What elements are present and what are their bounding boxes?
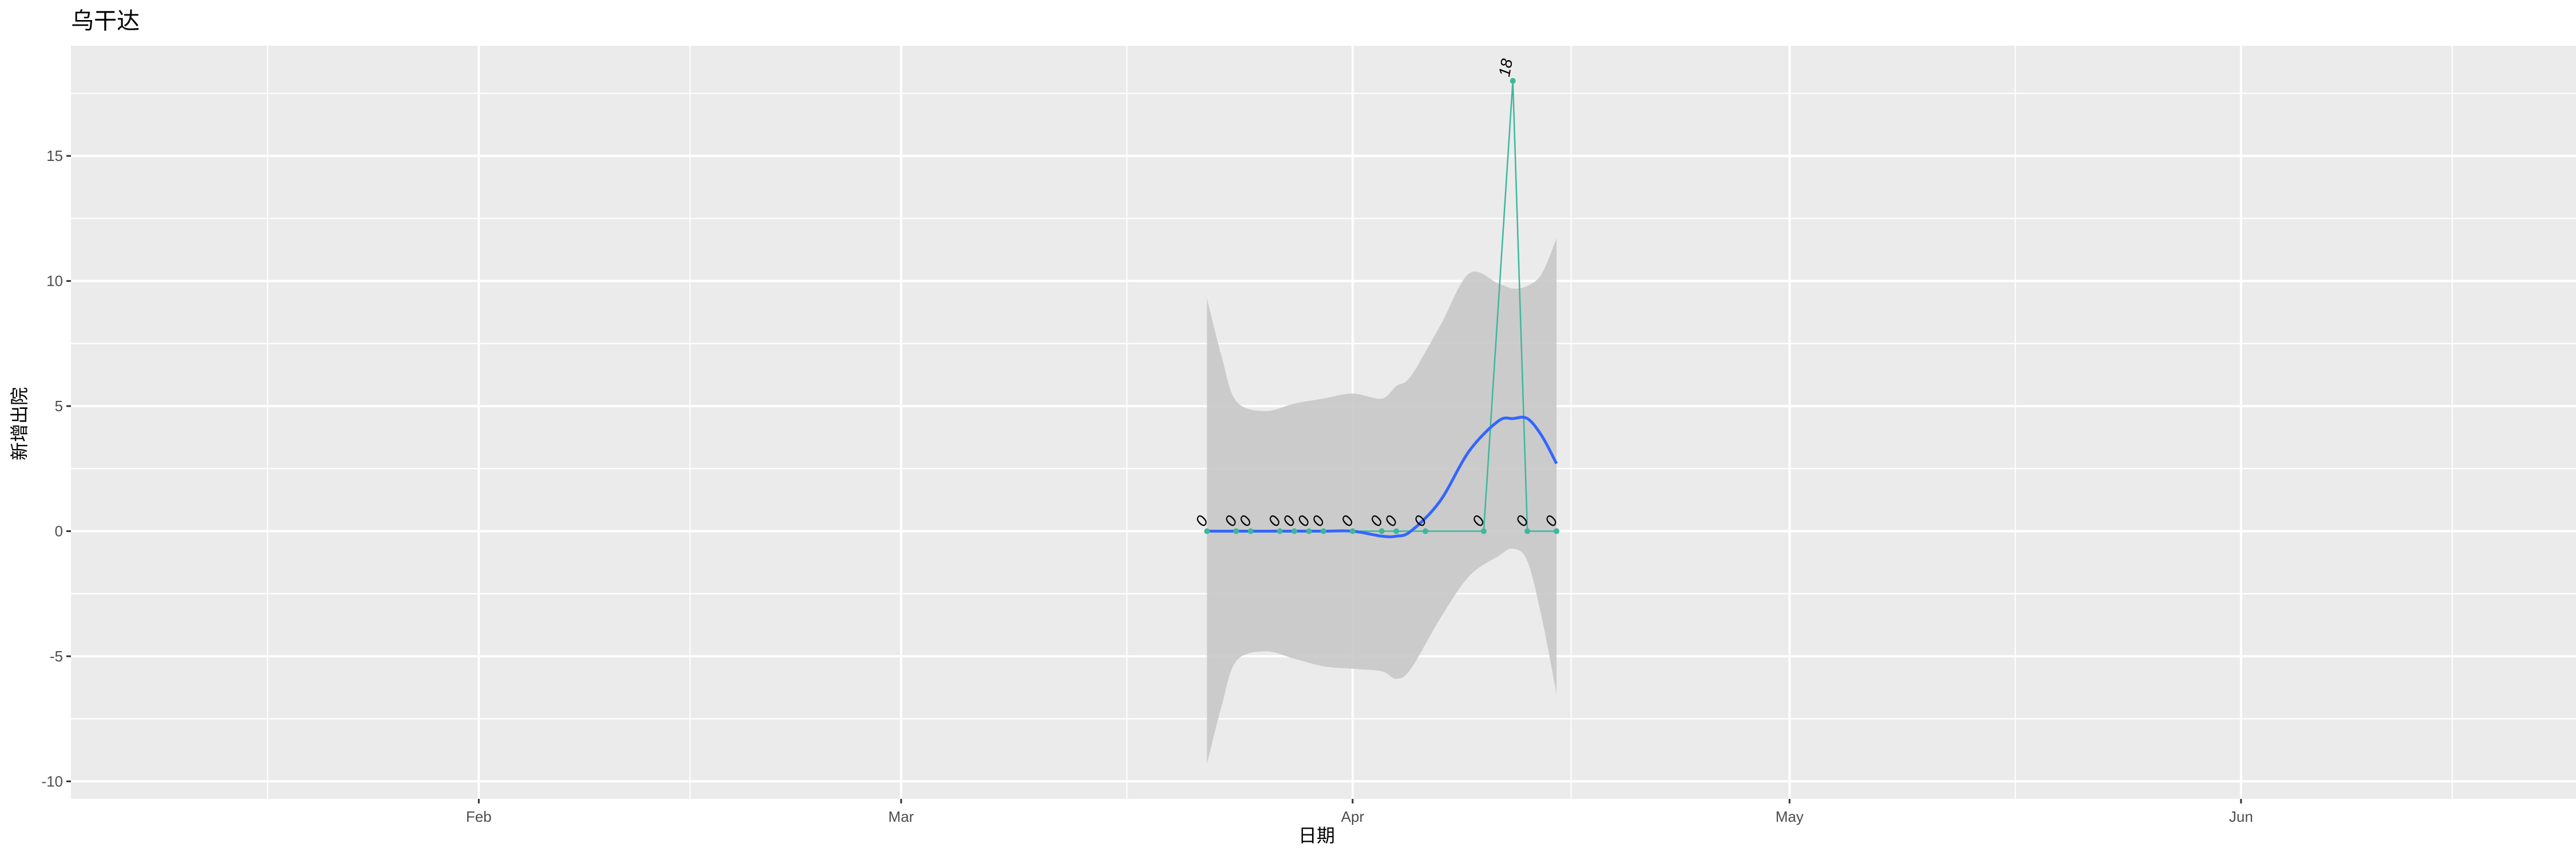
y-tick-label: -10 <box>41 773 63 790</box>
data-point <box>1393 528 1400 534</box>
y-tick-label: 15 <box>46 147 63 164</box>
x-tick-label: Apr <box>1341 808 1365 825</box>
y-tick-label: 0 <box>55 523 63 540</box>
data-point <box>1480 528 1487 534</box>
data-point <box>1204 528 1210 534</box>
data-point <box>1233 528 1239 534</box>
y-tick-label: -5 <box>50 648 63 665</box>
x-tick-label: May <box>1776 808 1804 825</box>
x-tick-label: Jun <box>2229 808 2253 825</box>
x-axis-title: 日期 <box>1298 825 1335 846</box>
data-point <box>1510 78 1516 84</box>
data-point <box>1349 528 1356 534</box>
data-point <box>1306 528 1312 534</box>
confidence-ribbon <box>1207 238 1557 764</box>
y-tick-label: 10 <box>46 273 63 290</box>
x-tick-label: Feb <box>466 808 492 825</box>
axes: -10 -5 0 5 10 15 Feb Mar Apr May Jun <box>41 147 2253 825</box>
data-point <box>1247 528 1254 534</box>
smooth-line <box>1207 416 1558 538</box>
data-point <box>1423 528 1429 534</box>
chart-title: 乌干达 <box>71 9 140 34</box>
data-point <box>1378 528 1385 534</box>
data-label: 18 <box>1495 57 1516 78</box>
data-point <box>1291 528 1298 534</box>
data-point <box>1524 528 1531 534</box>
y-tick-label: 5 <box>55 397 63 415</box>
data-point <box>1554 528 1560 534</box>
data-point <box>1277 528 1283 534</box>
data-point <box>1321 528 1326 534</box>
y-axis-title: 新增出院 <box>9 387 30 460</box>
x-tick-label: Mar <box>888 808 914 825</box>
